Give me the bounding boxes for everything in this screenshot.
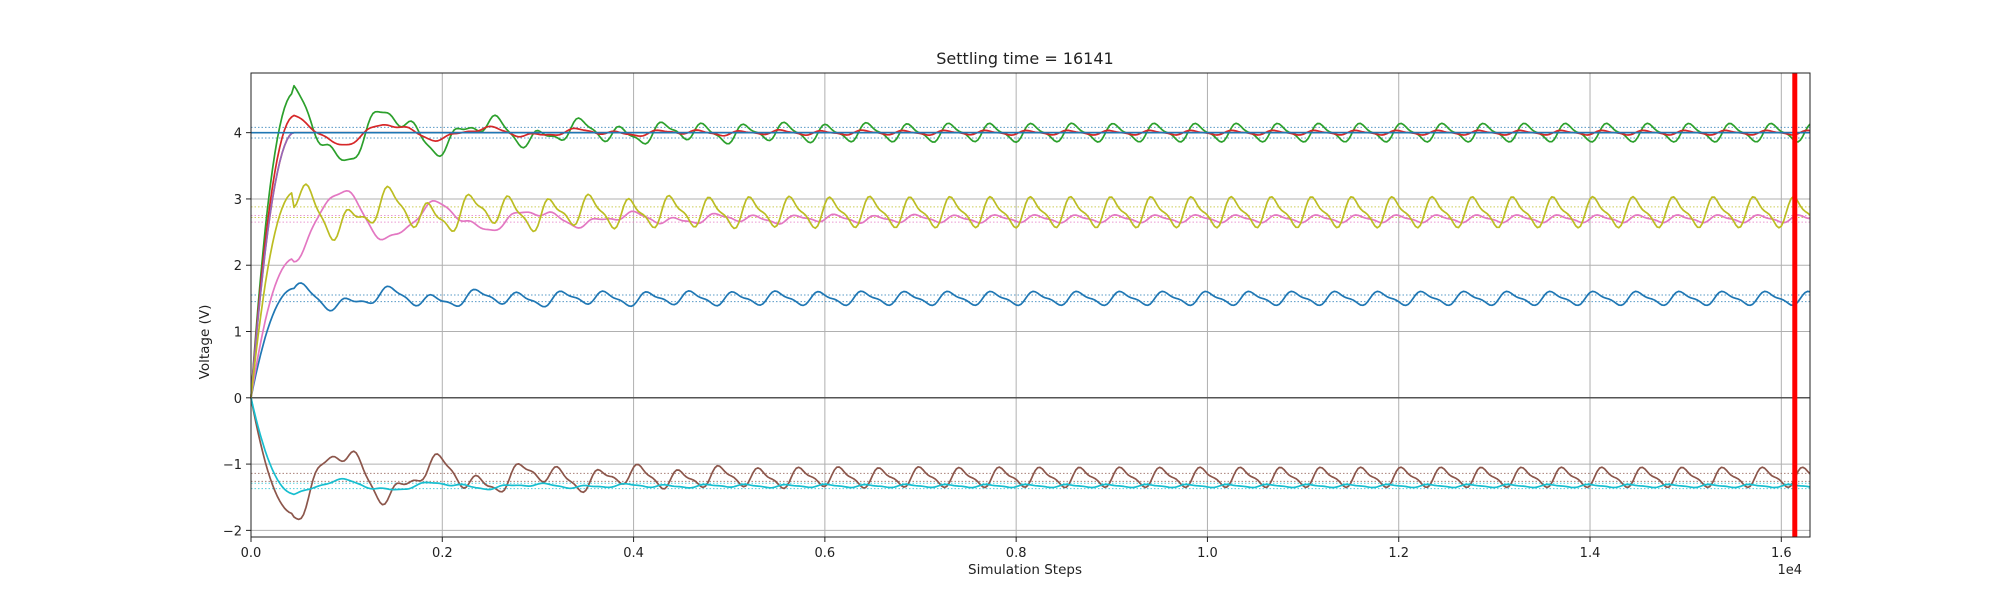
x-tick-label: 0.2 [432,546,453,561]
y-tick-label: 2 [234,259,242,274]
x-tick-label: 1.0 [1197,546,1218,561]
x-tick-label: 1.2 [1388,546,1409,561]
x-tick-label: 1.6 [1771,546,1792,561]
x-axis-label: Simulation Steps [968,562,1082,578]
x-tick-label: 0.8 [1006,546,1027,561]
x-tick-label: 1.4 [1580,546,1601,561]
y-tick-label: 4 [234,127,242,142]
y-tick-label: 1 [234,326,242,341]
y-tick-label: −1 [223,458,242,473]
y-tick-label: 3 [234,193,242,208]
x-tick-label: 0.4 [623,546,644,561]
x-offset-label: 1e4 [1777,563,1802,578]
chart-title: Settling time = 16141 [936,49,1113,68]
y-axis-label: Voltage (V) [197,305,213,380]
plot-area [251,73,1810,537]
x-tick-label: 0.0 [241,546,262,561]
y-tick-label: 0 [234,392,242,407]
x-tick-label: 0.6 [815,546,836,561]
y-tick-label: −2 [223,524,242,539]
